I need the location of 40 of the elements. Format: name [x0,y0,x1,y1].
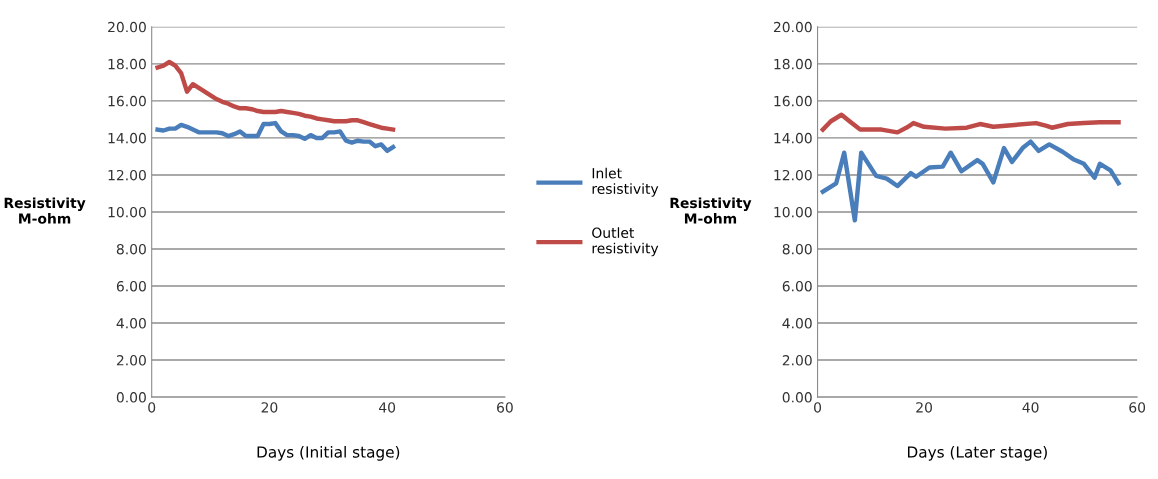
y-tick-label: 16.00 [108,95,146,107]
y-tick-label: 16.00 [774,95,812,107]
y-axis-title: Resistivity M-ohm [4,197,86,224]
y-tick-label: 20.00 [773,21,812,33]
y-tick-label: 2.00 [116,355,146,366]
x-tick-label: 40 [379,402,396,413]
x-tick-label: 20 [261,402,278,413]
line-series [155,59,396,132]
y-tick-label: 10.00 [774,206,812,218]
legend-label: Outlet resistivity [592,227,659,257]
x-tick-label: 40 [1022,402,1039,413]
y-tick-label: 18.00 [774,58,812,70]
y-tick-label: 2.00 [782,355,812,366]
y-tick-label: 10.00 [108,206,146,218]
y-tick-label: 0.00 [782,392,812,403]
y-axis-title: Resistivity M-ohm [670,197,752,224]
x-tick-label: 0 [814,402,822,413]
y-tick-label: 4.00 [782,318,812,329]
y-tick-label: 18.00 [108,58,146,70]
y-tick-label: 6.00 [782,280,812,292]
x-tick-label: 60 [1129,402,1146,413]
y-tick-label: 12.00 [774,169,812,181]
y-tick-label: 0.00 [116,392,146,403]
y-tick-label: 8.00 [116,243,146,255]
y-tick-label: 14.00 [774,132,812,144]
y-tick-label: 6.00 [116,280,146,292]
y-tick-label: 4.00 [116,318,146,329]
line-series [820,112,1121,135]
x-axis-title: Days (Later stage) [907,445,1047,461]
y-tick-label: 12.00 [108,169,146,181]
x-axis-title: Days (Initial stage) [257,445,400,461]
y-tick-label: 14.00 [108,132,146,144]
y-tick-label: 8.00 [782,243,812,255]
x-tick-label: 0 [148,402,156,413]
x-tick-label: 20 [916,402,932,413]
legend-label: Inlet resistivity [592,167,659,197]
line-series [155,120,396,154]
x-tick-label: 60 [497,402,513,413]
line-series [820,139,1121,223]
y-tick-label: 20.00 [108,21,146,33]
